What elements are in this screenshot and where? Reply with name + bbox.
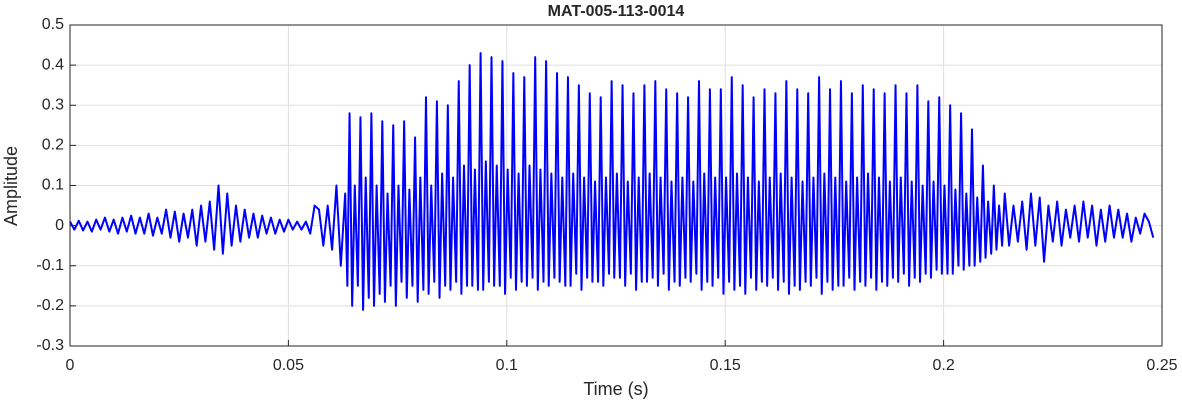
x-tick-label: 0.2: [932, 357, 954, 374]
y-axis-label: Amplitude: [1, 146, 21, 226]
x-tick-label: 0.15: [710, 357, 741, 374]
y-tick-label: -0.1: [36, 257, 64, 274]
x-tick-label: 0: [66, 357, 75, 374]
y-tick-label: 0.5: [42, 16, 64, 33]
waveform-line: [69, 52, 1155, 311]
y-tick-label: -0.2: [36, 297, 64, 314]
y-tick-label: 0.1: [42, 177, 64, 194]
plot-frame: [69, 24, 1163, 347]
y-tick-label: 0.3: [42, 96, 64, 113]
x-tick-label: 0.1: [496, 357, 518, 374]
y-tick-label: 0.4: [42, 56, 64, 73]
x-axis-label: Time (s): [583, 379, 648, 399]
chart-title: MAT-005-113-0014: [548, 3, 685, 20]
x-tick-label: 0.05: [273, 357, 304, 374]
y-tick-label: -0.3: [36, 337, 64, 354]
y-tick-label: 0.2: [42, 137, 64, 154]
x-tick-label: 0.25: [1146, 357, 1177, 374]
y-tick-label: 0: [55, 217, 64, 234]
